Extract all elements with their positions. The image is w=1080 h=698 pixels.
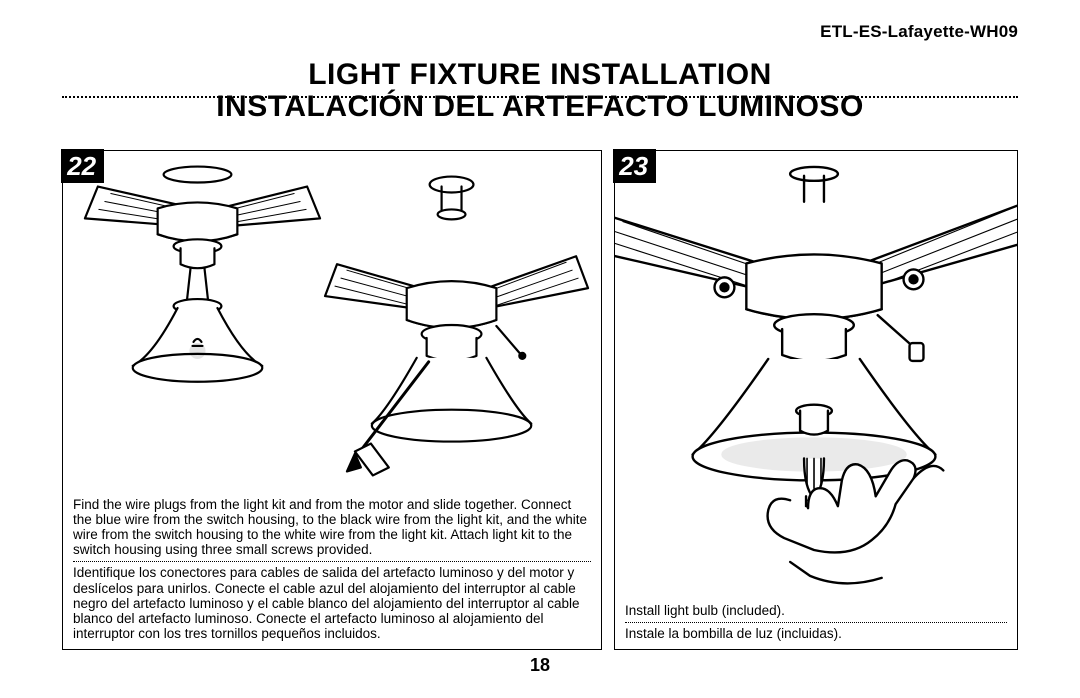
caption-step-23: Install light bulb (included). Instale l… — [615, 597, 1017, 649]
caption-en: Find the wire plugs from the light kit a… — [73, 497, 591, 557]
step-badge: 23 — [613, 149, 656, 183]
caption-en: Install light bulb (included). — [625, 603, 1007, 618]
caption-step-22: Find the wire plugs from the light kit a… — [63, 491, 601, 649]
caption-es: Identifique los conectores para cables d… — [73, 565, 591, 641]
figure-step-22 — [63, 151, 601, 491]
section-title-en: LIGHT FIXTURE INSTALLATION — [62, 58, 1018, 92]
caption-es: Instale la bombilla de luz (incluidas). — [625, 626, 1007, 641]
panel-step-22: 22 — [62, 150, 602, 650]
install-bulb-illustration — [615, 151, 1017, 597]
dotted-rule — [73, 561, 591, 562]
panels-row: 22 — [62, 150, 1018, 650]
dotted-rule — [62, 96, 1018, 98]
fan-wiring-illustration — [63, 151, 601, 491]
dotted-rule — [625, 622, 1007, 623]
figure-step-23 — [615, 151, 1017, 597]
title-block: LIGHT FIXTURE INSTALLATION INSTALACIÓN D… — [62, 58, 1018, 124]
page-number: 18 — [62, 655, 1018, 676]
panel-step-23: 23 — [614, 150, 1018, 650]
manual-page: ETL-ES-Lafayette-WH09 LIGHT FIXTURE INST… — [62, 22, 1018, 676]
step-badge: 22 — [61, 149, 104, 183]
model-id: ETL-ES-Lafayette-WH09 — [820, 22, 1018, 42]
